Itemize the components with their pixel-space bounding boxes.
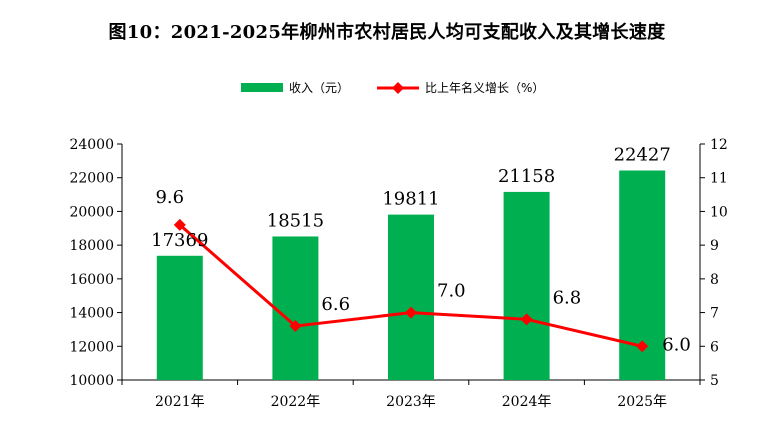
y-left-tick-label: 20000 <box>69 204 114 220</box>
y-left-tick-label: 10000 <box>69 373 114 389</box>
line-value-label: 6.0 <box>662 334 691 355</box>
line-series <box>173 218 649 353</box>
bar <box>156 255 203 380</box>
y-left-tick-label: 22000 <box>69 171 114 187</box>
y-left-tick-label: 16000 <box>69 272 114 288</box>
y-right-tick-label: 11 <box>710 171 728 187</box>
y-right-tick-label: 6 <box>710 339 719 355</box>
x-tick-label: 2021年 <box>155 394 205 410</box>
bar-value-label: 19811 <box>382 189 439 210</box>
bar-series <box>156 170 666 380</box>
y-left-tick-label: 24000 <box>69 137 114 153</box>
line-value-label: 6.8 <box>553 287 582 308</box>
y-right-tick-label: 7 <box>710 306 719 322</box>
y-right-tick-label: 5 <box>710 373 719 389</box>
line-value-label: 9.6 <box>155 187 184 208</box>
legend: 收入（元） 比上年名义增长（%） <box>241 80 544 95</box>
bar <box>503 191 550 380</box>
line-point <box>173 218 186 231</box>
y-right-tick-label: 8 <box>710 272 719 288</box>
y-left-tick-label: 18000 <box>69 238 114 254</box>
y-left-tick-label: 14000 <box>69 306 114 322</box>
legend-marker-diamond-icon <box>392 82 404 94</box>
x-tick-label: 2022年 <box>271 394 321 410</box>
y-left-tick-label: 12000 <box>69 339 114 355</box>
y-right-tick-label: 12 <box>710 137 728 153</box>
data-labels: 17369 18515 19811 21158 22427 9.6 6.6 7.0 6.8 6.0 <box>151 145 691 356</box>
line-value-label: 7.0 <box>437 281 466 302</box>
x-tick-label: 2023年 <box>386 394 436 410</box>
x-tick-label: 2024年 <box>502 394 552 410</box>
bar-value-label: 18515 <box>267 210 324 231</box>
bar-value-label: 17369 <box>151 230 208 251</box>
bar <box>272 236 319 380</box>
line-point <box>520 313 533 326</box>
legend-label-bar: 收入（元） <box>289 81 349 95</box>
chart-title: 图10：2021-2025年柳州市农村居民人均可支配收入及其增长速度 <box>108 22 666 43</box>
x-tick-label: 2025年 <box>617 394 667 410</box>
line-point <box>289 320 302 333</box>
bar <box>388 214 434 380</box>
y-right-tick-label: 9 <box>710 238 719 254</box>
bar-value-label: 21158 <box>498 166 555 187</box>
legend-label-line: 比上年名义增长（%） <box>425 80 544 95</box>
line-point <box>636 340 649 353</box>
bar-value-label: 22427 <box>614 145 671 166</box>
legend-swatch-bar <box>241 83 283 92</box>
y-right-tick-label: 10 <box>710 204 728 220</box>
line-point <box>405 306 417 319</box>
line-value-label: 6.6 <box>321 294 350 315</box>
